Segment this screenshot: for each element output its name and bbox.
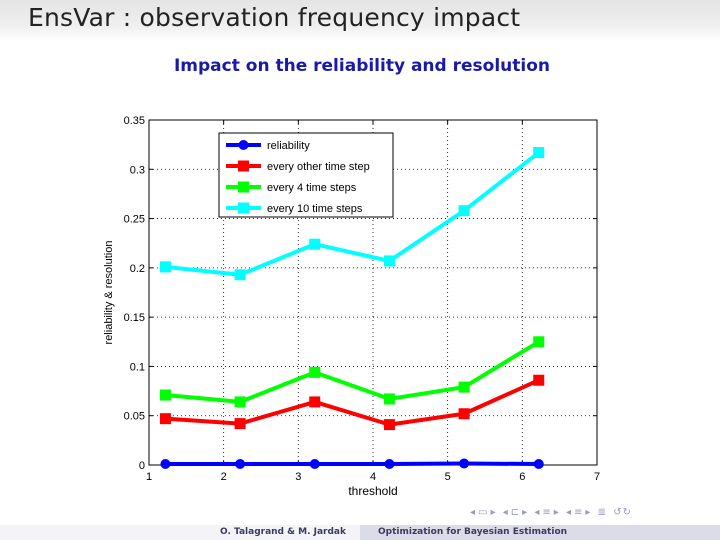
y-tick-label: 0.1 [130,361,145,373]
data-point [459,458,470,469]
legend-marker [238,140,249,150]
data-point [458,381,470,393]
data-point [159,389,171,401]
nav-prev-section-icon[interactable]: ◂ [502,507,509,518]
nav-frame-icon[interactable]: ▭ [478,507,489,518]
nav-prev-sub-icon[interactable]: ◂ [534,507,541,518]
legend-label: every other time step [267,161,370,173]
data-point [384,459,395,470]
data-point [234,269,246,281]
data-point [533,336,545,348]
slide-footer: O. Talagrand & M. Jardak Optimization fo… [0,525,720,540]
x-tick-label: 3 [295,471,301,483]
y-tick-label: 0 [139,460,145,472]
legend-label: every 4 time steps [267,182,357,194]
x-tick-label: 5 [445,471,451,483]
nav-align-icon[interactable]: ≣ [597,507,608,518]
data-point [533,374,545,386]
x-tick-label: 2 [221,471,227,483]
x-tick-label: 7 [594,471,600,483]
nav-next-section-icon[interactable]: ▸ [522,507,529,518]
nav-list-icon[interactable]: ≡ [574,507,584,518]
nav-sub-icon[interactable]: ≡ [542,507,552,518]
data-point [383,393,395,405]
nav-next-sub-icon[interactable]: ▸ [553,507,560,518]
data-point [309,459,320,470]
y-tick-label: 0.05 [124,411,145,423]
beamer-navigation[interactable]: ◂ ▭ ▸ ◂ ⊏ ▸ ◂ ≡ ▸ ◂ ≡ ▸ ≣ ↺↻ [470,507,720,521]
data-point [309,366,321,378]
x-tick-label: 1 [146,471,152,483]
series-line-2 [165,378,540,427]
slide-header: EnsVar : observation frequency impact [0,0,720,42]
data-point [159,413,171,425]
nav-next-icon[interactable]: ▸ [490,507,497,518]
data-point [383,419,395,431]
nav-forward-icon[interactable]: ▸ [585,507,592,518]
data-point [533,147,545,159]
data-point [235,459,246,470]
footer-talk-title: Optimization for Bayesian Estimation [360,525,720,540]
x-tick-label: 6 [519,471,525,483]
y-axis-label: reliability & resolution [103,241,115,345]
y-tick-label: 0.35 [124,115,145,127]
data-point [309,396,321,408]
data-point [234,418,246,430]
y-tick-label: 0.3 [130,164,145,176]
data-point [159,261,171,273]
y-tick-label: 0.25 [124,214,145,226]
y-tick-label: 0.2 [130,263,145,275]
nav-section-icon[interactable]: ⊏ [510,507,521,518]
data-point [458,408,470,420]
series-line-3 [165,340,540,404]
x-axis-label: threshold [348,484,397,498]
nav-search-icon[interactable]: ↺↻ [613,507,632,518]
series-line-4 [165,150,540,277]
data-point [383,255,395,267]
legend-marker [238,202,249,214]
y-tick-label: 0.15 [124,312,145,324]
data-point [458,205,470,217]
legend-label: every 10 time steps [267,203,363,215]
slide-title: EnsVar : observation frequency impact [28,3,521,32]
data-point [533,459,544,470]
legend-label: reliability [267,140,310,152]
footer-authors: O. Talagrand & M. Jardak [0,525,360,540]
nav-back-icon[interactable]: ◂ [565,507,573,518]
legend-marker [238,160,249,172]
nav-first-icon[interactable]: ◂ [470,507,477,518]
chart-title: Impact on the reliability and resolution [173,56,551,76]
data-point [309,238,321,250]
legend-marker [238,181,249,193]
data-point [234,396,246,408]
x-tick-label: 4 [370,471,376,483]
data-point [160,459,171,470]
